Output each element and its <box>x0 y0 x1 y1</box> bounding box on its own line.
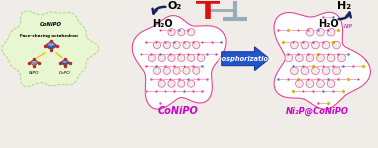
Circle shape <box>153 67 161 74</box>
Polygon shape <box>62 59 68 63</box>
Circle shape <box>153 41 161 49</box>
Circle shape <box>311 67 319 75</box>
Text: Face-sharing octahedron: Face-sharing octahedron <box>20 34 78 38</box>
Circle shape <box>306 28 314 36</box>
Circle shape <box>296 80 303 87</box>
Circle shape <box>178 54 185 61</box>
Circle shape <box>183 41 190 49</box>
Circle shape <box>158 54 165 61</box>
Circle shape <box>163 67 170 74</box>
Polygon shape <box>132 16 226 109</box>
Circle shape <box>317 80 324 87</box>
Polygon shape <box>274 12 370 109</box>
Circle shape <box>296 54 303 62</box>
Polygon shape <box>29 59 39 66</box>
Text: Phosphorization: Phosphorization <box>213 56 274 62</box>
Text: NiP: NiP <box>344 24 353 29</box>
Circle shape <box>163 41 170 49</box>
Circle shape <box>168 54 175 61</box>
Text: CoNiPO: CoNiPO <box>40 22 62 28</box>
Circle shape <box>178 80 185 87</box>
Circle shape <box>158 80 165 87</box>
Circle shape <box>333 67 340 75</box>
Circle shape <box>148 54 155 61</box>
Circle shape <box>311 41 319 49</box>
Polygon shape <box>222 47 270 71</box>
Polygon shape <box>2 11 99 87</box>
Polygon shape <box>45 41 57 50</box>
Text: H₂O: H₂O <box>152 19 172 29</box>
Circle shape <box>173 67 180 74</box>
Circle shape <box>173 41 180 49</box>
Polygon shape <box>60 59 70 66</box>
Circle shape <box>317 54 324 62</box>
Circle shape <box>301 41 309 49</box>
Circle shape <box>197 54 204 61</box>
Circle shape <box>327 54 335 62</box>
Circle shape <box>306 54 314 62</box>
Circle shape <box>306 80 314 87</box>
Circle shape <box>317 28 324 36</box>
Text: CoNiPO: CoNiPO <box>158 106 198 116</box>
Text: Ni₂P@CoNiPO: Ni₂P@CoNiPO <box>285 107 349 116</box>
Circle shape <box>338 54 345 62</box>
Circle shape <box>187 29 195 36</box>
Text: NiPO: NiPO <box>29 71 40 75</box>
Circle shape <box>327 80 335 87</box>
Circle shape <box>291 67 298 75</box>
Circle shape <box>322 67 330 75</box>
Circle shape <box>168 80 175 87</box>
Circle shape <box>187 54 195 61</box>
Text: O₂: O₂ <box>168 1 182 11</box>
Circle shape <box>193 41 200 49</box>
Circle shape <box>322 41 330 49</box>
Circle shape <box>327 28 335 36</box>
Circle shape <box>333 41 340 49</box>
Polygon shape <box>47 41 56 47</box>
Text: H₂: H₂ <box>337 1 351 11</box>
Circle shape <box>187 80 195 87</box>
Circle shape <box>178 29 185 36</box>
Circle shape <box>183 67 190 74</box>
Circle shape <box>168 29 175 36</box>
Circle shape <box>301 67 309 75</box>
Circle shape <box>291 41 298 49</box>
Text: CoPO: CoPO <box>59 71 71 75</box>
Text: H₂O: H₂O <box>319 19 339 29</box>
Polygon shape <box>31 59 37 63</box>
Circle shape <box>285 54 293 62</box>
Circle shape <box>193 67 200 74</box>
